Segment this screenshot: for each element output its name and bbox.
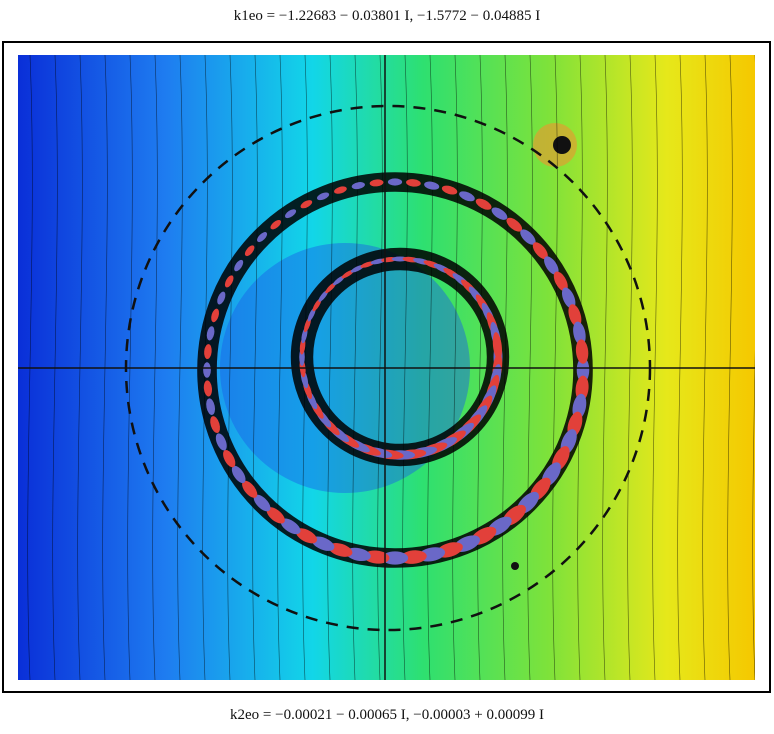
outer-ring-lobe bbox=[351, 182, 365, 190]
outer-ring-lobe bbox=[369, 179, 384, 187]
frame bbox=[2, 41, 771, 693]
outer-ring-lobe bbox=[506, 217, 523, 232]
outer-ring-lobe bbox=[204, 344, 212, 360]
outer-ring-lobe bbox=[328, 542, 353, 557]
contour-line bbox=[602, 55, 608, 680]
contour-line bbox=[477, 55, 483, 680]
outer-ring-lobe bbox=[381, 551, 409, 565]
dipole bbox=[553, 136, 571, 154]
outer-ring-lobe bbox=[253, 494, 271, 512]
contour-line bbox=[277, 55, 283, 680]
outer-ring-lobe bbox=[244, 245, 255, 257]
contour-line bbox=[327, 55, 333, 680]
contour-line bbox=[552, 55, 558, 680]
contour-line bbox=[702, 55, 708, 680]
outer-ring-lobe bbox=[206, 398, 216, 415]
contour-line bbox=[452, 55, 458, 680]
outer-ring-lobe bbox=[242, 480, 258, 498]
contour-line bbox=[127, 55, 133, 680]
outer-ring-lobe bbox=[224, 275, 234, 288]
outer-ring-lobe bbox=[300, 200, 313, 209]
outer-ring-lobe bbox=[231, 465, 246, 484]
contour-line bbox=[177, 55, 183, 680]
outer-ring-lobe bbox=[573, 321, 586, 346]
contour-line bbox=[27, 55, 33, 680]
contour-line bbox=[102, 55, 108, 680]
outer-ring-lobe bbox=[266, 507, 285, 524]
dot bbox=[511, 562, 519, 570]
outer-ring-lobe bbox=[234, 259, 244, 272]
outer-ring-lobe bbox=[491, 207, 508, 220]
outer-ring-lobe bbox=[363, 550, 390, 564]
outer-ring-lobe bbox=[203, 362, 211, 378]
outer-ring-lobe bbox=[345, 547, 371, 562]
outer-ring-lobe bbox=[280, 518, 301, 535]
outer-ring-lobe bbox=[223, 449, 236, 468]
outer-ring-lobe bbox=[257, 232, 268, 243]
contour-line bbox=[377, 55, 383, 680]
outer-ring-lobe bbox=[334, 186, 347, 194]
plot-title: k1eo = −1.22683 − 0.03801 I, −1.5772 − 0… bbox=[233, 8, 541, 24]
contour-line bbox=[677, 55, 683, 680]
outer-ring-lobe bbox=[459, 191, 475, 202]
outer-ring-lobe bbox=[215, 433, 227, 451]
outer-ring-lobe bbox=[424, 181, 440, 190]
outer-ring-lobe bbox=[553, 271, 568, 292]
outer-ring-lobe bbox=[270, 219, 281, 230]
contour-line bbox=[752, 55, 755, 680]
outer-ring-lobe bbox=[441, 185, 458, 195]
outer-ring-lobe bbox=[387, 178, 403, 186]
contour-line bbox=[627, 55, 633, 680]
plot-caption: k2eo = −0.00021 − 0.00065 I, −0.00003 + … bbox=[230, 707, 544, 723]
contour-line bbox=[652, 55, 658, 680]
inner-ring-lobe bbox=[333, 275, 345, 286]
outer-ring-lobe bbox=[406, 179, 421, 187]
outer-ring-lobe bbox=[311, 536, 335, 551]
outer-ring-lobe bbox=[206, 326, 215, 341]
outer-ring-lobe bbox=[475, 198, 492, 210]
contour-line bbox=[527, 55, 533, 680]
outer-ring-lobe bbox=[295, 528, 318, 544]
outer-ring-lobe bbox=[217, 291, 226, 305]
contour-line bbox=[352, 55, 358, 680]
inner-ring-lobe bbox=[492, 332, 502, 360]
outer-ring-lobe bbox=[532, 242, 548, 260]
outer-ring-lobe bbox=[285, 209, 297, 219]
contour-line bbox=[152, 55, 158, 680]
outer-ring-lobe bbox=[203, 380, 212, 397]
outer-ring-lobe bbox=[520, 229, 536, 245]
contour-line bbox=[52, 55, 58, 680]
outer-ring-lobe bbox=[575, 339, 589, 364]
contour-line bbox=[402, 55, 408, 680]
contour-line bbox=[227, 55, 233, 680]
outer-ring-lobe bbox=[544, 256, 559, 275]
contour-line bbox=[727, 55, 733, 680]
outer-ring-lobe bbox=[561, 287, 576, 309]
outer-ring-lobe bbox=[576, 357, 590, 383]
outer-ring-lobe bbox=[210, 416, 220, 434]
inner-ring-lobe bbox=[325, 282, 337, 294]
outer-ring-lobe bbox=[568, 304, 582, 327]
contour-line bbox=[427, 55, 433, 680]
outer-ring-lobe bbox=[211, 308, 220, 323]
contour-line bbox=[77, 55, 83, 680]
outer-ring-lobe bbox=[316, 192, 330, 201]
